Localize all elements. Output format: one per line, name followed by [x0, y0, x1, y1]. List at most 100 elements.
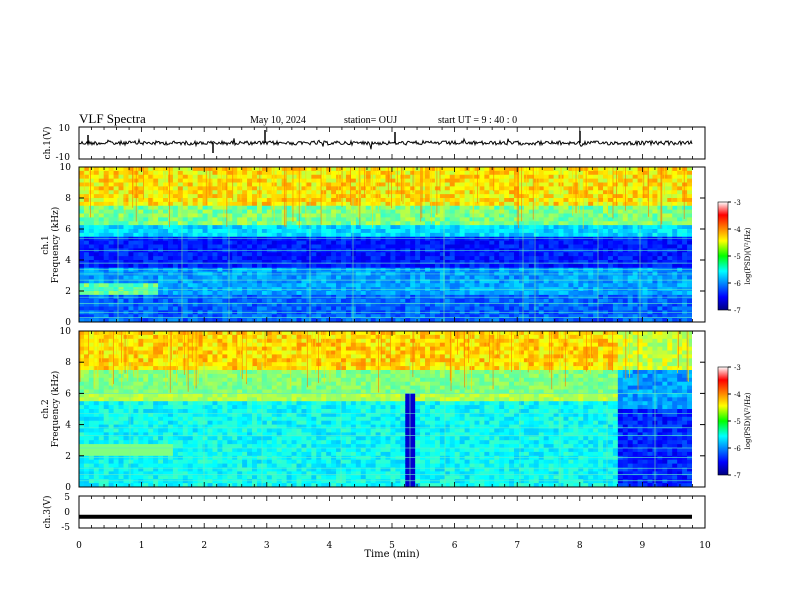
spectrogram-cell [390, 221, 396, 226]
spectrogram-cell [573, 263, 579, 269]
spectrogram-cell [598, 205, 604, 211]
spectrogram-cell [153, 260, 159, 265]
spectrogram-cell [242, 205, 248, 211]
spectrogram-cell [177, 260, 184, 265]
spectrogram-cell [504, 240, 510, 245]
spectrogram-cell [464, 240, 470, 245]
spectrogram-cell [444, 190, 451, 195]
spectrogram-cell [533, 275, 540, 280]
spectrogram-cell [316, 209, 322, 214]
spectrogram-cell [370, 291, 377, 296]
spectrogram-cell [138, 302, 144, 307]
spectrogram-cell [439, 182, 446, 187]
spectrogram-cell [207, 318, 213, 322]
spectrogram-cell [83, 209, 90, 214]
spectrogram-cell [336, 314, 342, 319]
spectrogram-cell [429, 167, 436, 172]
spectrogram-cell [355, 298, 362, 304]
spectrogram-cell [568, 267, 574, 273]
spectrogram-cell [202, 225, 208, 230]
spectrogram-cell [242, 174, 248, 180]
spectrogram-cell [489, 232, 495, 238]
spectrogram-cell [479, 198, 485, 203]
spectrogram-cell [514, 306, 520, 311]
spectrogram-cell [617, 174, 624, 180]
spectrogram-cell [148, 306, 154, 311]
spectrogram-cell [261, 244, 268, 249]
spectrogram-cell [345, 170, 352, 176]
spectrogram-cell [429, 302, 436, 307]
spectrogram-cell [647, 194, 653, 199]
spectrogram-cell [390, 263, 396, 269]
spectrogram-cell [232, 291, 238, 296]
spectrogram-cell [617, 256, 624, 261]
spectrogram-cell [429, 209, 436, 214]
spectrogram-cell [113, 221, 119, 226]
spectrogram-cell [538, 221, 545, 226]
spectrogram-cell [222, 182, 228, 187]
spectrogram-cell [341, 225, 347, 230]
spectrogram-cell [632, 229, 639, 234]
spectrogram-cell [163, 244, 169, 249]
spectrogram-cell [276, 252, 283, 257]
spectrogram-cell [187, 190, 194, 195]
spectrogram-cell [632, 221, 639, 226]
spectrogram-cell [583, 263, 589, 269]
spectrogram-cell [612, 244, 619, 249]
spectrogram-cell [172, 201, 179, 207]
spectrogram-cell [370, 190, 377, 195]
spectrogram-cell [336, 298, 342, 304]
spectrogram-cell [469, 221, 475, 226]
spectrogram-cell [336, 267, 342, 273]
spectrogram-cell [227, 267, 233, 273]
spectrogram-cell [103, 209, 110, 214]
spectrogram-cell [662, 267, 668, 273]
spectrogram-cell [311, 240, 317, 245]
spectrogram-cell [563, 170, 569, 176]
spectrogram-cell [687, 314, 693, 319]
spectrogram-cell [439, 283, 446, 288]
spectrogram-cell [217, 190, 223, 195]
spectrogram-cell [370, 205, 377, 211]
spectrogram-cell [148, 252, 154, 257]
spectrogram-cell [429, 182, 436, 187]
spectrogram-cell [167, 225, 174, 230]
spectrogram-cell [197, 232, 203, 238]
spectrogram-cell [568, 213, 574, 218]
spectrogram-cell [449, 302, 456, 307]
spectrogram-cell [464, 229, 470, 234]
spectrogram-cell [563, 221, 569, 226]
spectrogram-cell [153, 198, 159, 203]
spectrogram-cell [479, 167, 485, 172]
spectrogram-cell [202, 236, 208, 242]
spectrogram-cell [509, 213, 515, 218]
spectrogram-cell [153, 167, 159, 172]
spectrogram-cell [276, 201, 283, 207]
spectrogram-cell [227, 279, 233, 284]
spectrogram-cell [415, 167, 421, 172]
spectrogram-cell [355, 314, 362, 319]
spectrogram-cell [504, 217, 510, 222]
spectrogram-cell [316, 306, 322, 311]
spectrogram-cell [345, 198, 352, 203]
spectrogram-cell [182, 298, 189, 304]
spectrogram-cell [543, 244, 550, 249]
spectrogram-cell [514, 279, 520, 284]
spectrogram-cell [370, 267, 377, 273]
spectrogram-cell [459, 209, 465, 214]
spectrogram-cell [177, 182, 184, 187]
spectrogram-cell [400, 232, 406, 238]
spectrogram-cell [321, 217, 327, 222]
spectrogram-cell [395, 186, 401, 191]
spectrogram-cell [627, 182, 634, 187]
spectrogram-cell [316, 190, 322, 195]
spectrogram-cell [158, 291, 164, 296]
spectrogram-cell [316, 217, 322, 222]
spectrogram-cell [306, 174, 312, 180]
spectrogram-cell [227, 236, 233, 242]
spectrogram-cell [365, 283, 372, 288]
spectrogram-cell [405, 205, 411, 211]
spectrogram-cell [632, 186, 639, 191]
spectrogram-cell [459, 186, 465, 191]
spectrogram-cell [439, 263, 446, 269]
